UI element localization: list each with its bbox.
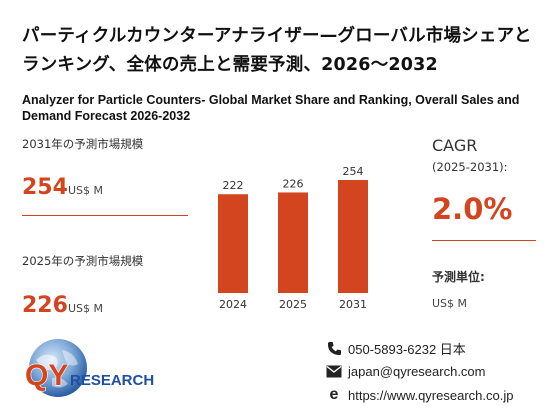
cagr-label: CAGR [432,136,478,155]
market-2025-value: 226 [22,293,68,318]
divider [432,240,536,241]
qyresearch-logo: QY RESEARCH [22,338,172,410]
website-link[interactable]: https://www.qyresearch.co.jp [348,387,514,403]
browser-e-icon: e [329,386,339,403]
market-2025-label: 2025年の予測市場規模 [22,254,144,268]
logo-text-qy: QY [25,359,68,392]
forecast-unit-label: 予測単位: [432,270,485,284]
bar-chart: 222 2024 226 2025 254 2031 [218,165,368,311]
bar-2024 [218,194,248,293]
market-2025-unit: US$ M [68,302,104,315]
phone-text: 050-5893-6232 日本 [348,342,466,357]
logo-text-research: RESEARCH [70,372,154,389]
bar-value-label: 222 [223,179,244,192]
market-2031-unit: US$ M [68,184,104,197]
x-tick-label: 2031 [339,298,367,311]
market-2031-label: 2031年の予測市場規模 [22,137,144,151]
contact-website[interactable]: e https://www.qyresearch.co.jp [326,386,514,403]
email-link[interactable]: japan@qyresearch.com [348,363,486,379]
bar-value-label: 226 [283,177,304,190]
cagr-value: 2.0% [432,192,513,226]
market-2031-value: 254 [22,175,68,200]
bar-2025 [278,192,308,293]
x-tick-label: 2025 [279,298,307,311]
bar-2031 [338,180,368,293]
contact-email[interactable]: japan@qyresearch.com [326,363,485,379]
page-subtitle: Analyzer for Particle Counters- Global M… [22,93,520,123]
contact-phone: 050-5893-6232 日本 [326,339,466,358]
x-tick-label: 2024 [219,298,247,311]
mail-icon [326,363,342,379]
forecast-unit: US$ M [432,297,468,310]
page-title: パーティクルカウンターアナライザー—グローバル市場シェアとランキング、全体の売上… [22,26,532,75]
divider [22,215,188,216]
phone-icon [326,341,342,357]
bar-value-label: 254 [343,165,364,178]
cagr-period: (2025-2031): [432,160,508,174]
